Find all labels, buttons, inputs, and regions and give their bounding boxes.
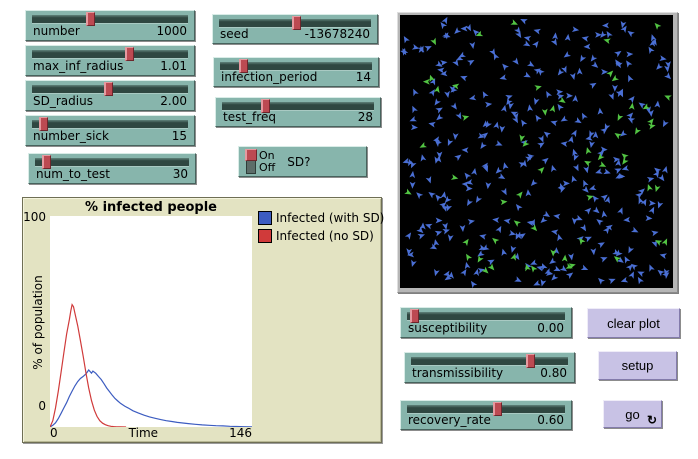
plot-area	[49, 216, 253, 428]
x-axis-min-label: 0	[50, 426, 58, 440]
x-axis-title: Time	[128, 426, 159, 440]
slider-test-freq[interactable]: test_freq 28	[215, 97, 381, 127]
slider-track[interactable]	[32, 50, 188, 59]
slider-label: infection_period	[221, 70, 318, 84]
slider-label: susceptibility	[408, 321, 488, 335]
slider-value: 1000	[156, 24, 187, 38]
slider-max-inf-radius[interactable]: max_inf_radius 1.01	[25, 45, 195, 76]
slider-track[interactable]	[407, 312, 565, 321]
slider-handle[interactable]	[409, 309, 419, 323]
slider-seed[interactable]: seed -13678240	[212, 14, 378, 44]
slider-value: -13678240	[304, 27, 370, 41]
legend-item-with-sd: Infected (with SD)	[258, 211, 384, 225]
slider-label: number	[33, 24, 80, 38]
x-axis-row: 0 Time 146	[50, 426, 252, 440]
slider-label: max_inf_radius	[33, 59, 124, 73]
go-button[interactable]: go ↻	[603, 400, 662, 428]
slider-num-to-test[interactable]: num_to_test 30	[28, 153, 196, 184]
legend-label-with-sd: Infected (with SD)	[276, 211, 385, 225]
plot-title: % infected people	[85, 200, 217, 215]
slider-handle[interactable]	[124, 47, 134, 61]
slider-track[interactable]	[222, 102, 374, 111]
go-button-label: go	[625, 406, 640, 422]
slider-handle[interactable]	[104, 82, 114, 96]
slider-handle[interactable]	[86, 12, 96, 26]
slider-value: 28	[357, 110, 373, 124]
slider-label: number_sick	[33, 129, 109, 143]
switch-stem	[246, 151, 256, 174]
slider-handle[interactable]	[238, 59, 248, 73]
legend-label-no-sd: Infected (no SD)	[276, 229, 374, 243]
slider-handle[interactable]	[493, 402, 503, 416]
forever-icon: ↻	[646, 413, 657, 427]
slider-value: 15	[171, 129, 187, 143]
slider-recovery-rate[interactable]: recovery_rate 0.60	[400, 400, 572, 430]
legend-swatch-with-sd	[258, 211, 272, 225]
slider-track[interactable]	[32, 120, 188, 129]
slider-value: 30	[172, 167, 188, 181]
slider-sd-radius[interactable]: SD_radius 2.00	[25, 80, 195, 111]
world-canvas	[400, 15, 673, 288]
slider-susceptibility[interactable]: susceptibility 0.00	[400, 307, 572, 338]
slider-handle[interactable]	[42, 155, 52, 169]
legend-item-no-sd: Infected (no SD)	[258, 229, 384, 243]
slider-label: num_to_test	[36, 167, 110, 181]
slider-track[interactable]	[407, 405, 565, 414]
slider-value: 14	[355, 70, 371, 84]
slider-label: seed	[220, 27, 249, 41]
slider-track[interactable]	[32, 15, 188, 24]
switch-off-label: Off	[259, 160, 276, 174]
setup-button[interactable]: setup	[598, 351, 677, 380]
slider-track[interactable]	[35, 158, 189, 167]
clear-plot-button[interactable]: clear plot	[587, 308, 680, 338]
slider-label: transmissibility	[412, 366, 504, 380]
switch-knob[interactable]	[245, 149, 257, 161]
switch-onoff-labels: On Off	[259, 148, 276, 174]
legend-swatch-no-sd	[258, 229, 272, 243]
slider-handle[interactable]	[291, 16, 301, 30]
slider-number-sick[interactable]: number_sick 15	[25, 115, 195, 146]
slider-track[interactable]	[411, 357, 568, 366]
slider-value: 0.80	[540, 366, 567, 380]
switch-on-label: On	[259, 148, 275, 162]
slider-infection-period[interactable]: infection_period 14	[213, 57, 379, 87]
y-axis-min-label: 0	[38, 399, 46, 413]
plot-legend: Infected (with SD) Infected (no SD)	[258, 211, 384, 247]
slider-transmissibility[interactable]: transmissibility 0.80	[404, 352, 575, 383]
slider-track[interactable]	[220, 62, 372, 71]
slider-handle[interactable]	[260, 99, 270, 113]
slider-handle[interactable]	[39, 117, 49, 131]
plot-canvas	[49, 303, 253, 428]
y-axis-title: % of population	[31, 275, 45, 370]
plot-infected-people: % infected people 100 0 % of population …	[22, 197, 384, 443]
switch-sd[interactable]: On Off SD?	[238, 146, 367, 177]
slider-label: SD_radius	[33, 94, 93, 108]
slider-label: recovery_rate	[408, 413, 491, 427]
x-axis-max-label: 146	[229, 426, 252, 440]
switch-label: SD?	[287, 154, 311, 169]
slider-number[interactable]: number 1000	[25, 10, 195, 41]
slider-value: 1.01	[160, 59, 187, 73]
slider-value: 0.00	[537, 321, 564, 335]
switch-toggle[interactable]	[245, 149, 257, 174]
world-view	[397, 12, 678, 293]
slider-value: 2.00	[160, 94, 187, 108]
y-axis-max-label: 100	[23, 210, 46, 224]
slider-handle[interactable]	[526, 354, 536, 368]
slider-label: test_freq	[223, 110, 276, 124]
slider-value: 0.60	[537, 413, 564, 427]
